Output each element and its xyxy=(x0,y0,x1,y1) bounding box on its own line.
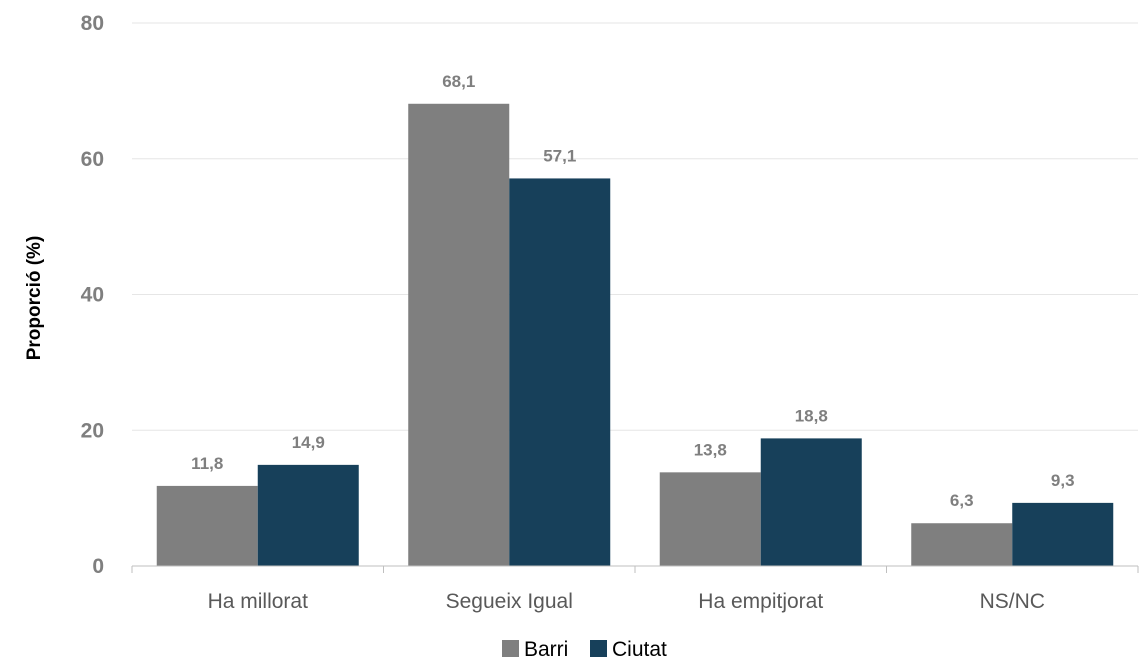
bars xyxy=(156,103,1114,567)
data-label: 18,8 xyxy=(795,406,828,425)
data-label: 57,1 xyxy=(543,146,576,165)
legend-label-ciutat: Ciutat xyxy=(612,638,667,661)
bar-ciutat-1 xyxy=(257,464,359,566)
y-axis-title: Proporció (%) xyxy=(24,236,45,361)
bar-barri-2 xyxy=(408,103,510,567)
legend: Barri Ciutat xyxy=(502,638,667,661)
x-tick-label: Segueix Igual xyxy=(446,590,573,613)
x-tick-label: Ha millorat xyxy=(208,590,309,613)
data-label: 6,3 xyxy=(950,491,974,510)
data-label: 13,8 xyxy=(694,440,727,459)
gridlines xyxy=(132,22,1138,431)
bar-ciutat-4 xyxy=(1012,502,1114,566)
x-tick-label: NS/NC xyxy=(980,590,1045,613)
data-label: 11,8 xyxy=(191,454,223,473)
bar-ciutat-2 xyxy=(509,178,611,566)
data-labels: 11,8 14,9 68,1 57,1 13,8 18,8 6,3 9,3 xyxy=(191,72,1074,510)
bar-barri-3 xyxy=(659,472,761,566)
bar-ciutat-3 xyxy=(760,438,862,566)
bar-barri-1 xyxy=(156,485,258,566)
legend-label-barri: Barri xyxy=(524,638,568,661)
y-tick-label: 60 xyxy=(81,148,104,171)
y-tick-label: 80 xyxy=(81,12,104,35)
y-tick-label: 20 xyxy=(81,419,104,442)
y-tick-label: 40 xyxy=(81,284,104,307)
legend-swatch-ciutat xyxy=(590,640,607,657)
data-label: 14,9 xyxy=(292,433,325,452)
bar-barri-4 xyxy=(911,523,1013,566)
axes: 0 20 40 60 80 Ha millorat Segueix Igual Ha empi… xyxy=(81,12,1139,613)
data-label: 9,3 xyxy=(1051,471,1075,490)
y-tick-label: 0 xyxy=(92,555,104,578)
legend-swatch-barri xyxy=(502,640,519,657)
data-label: 68,1 xyxy=(442,72,475,91)
x-tick-label: Ha empitjorat xyxy=(698,590,823,613)
